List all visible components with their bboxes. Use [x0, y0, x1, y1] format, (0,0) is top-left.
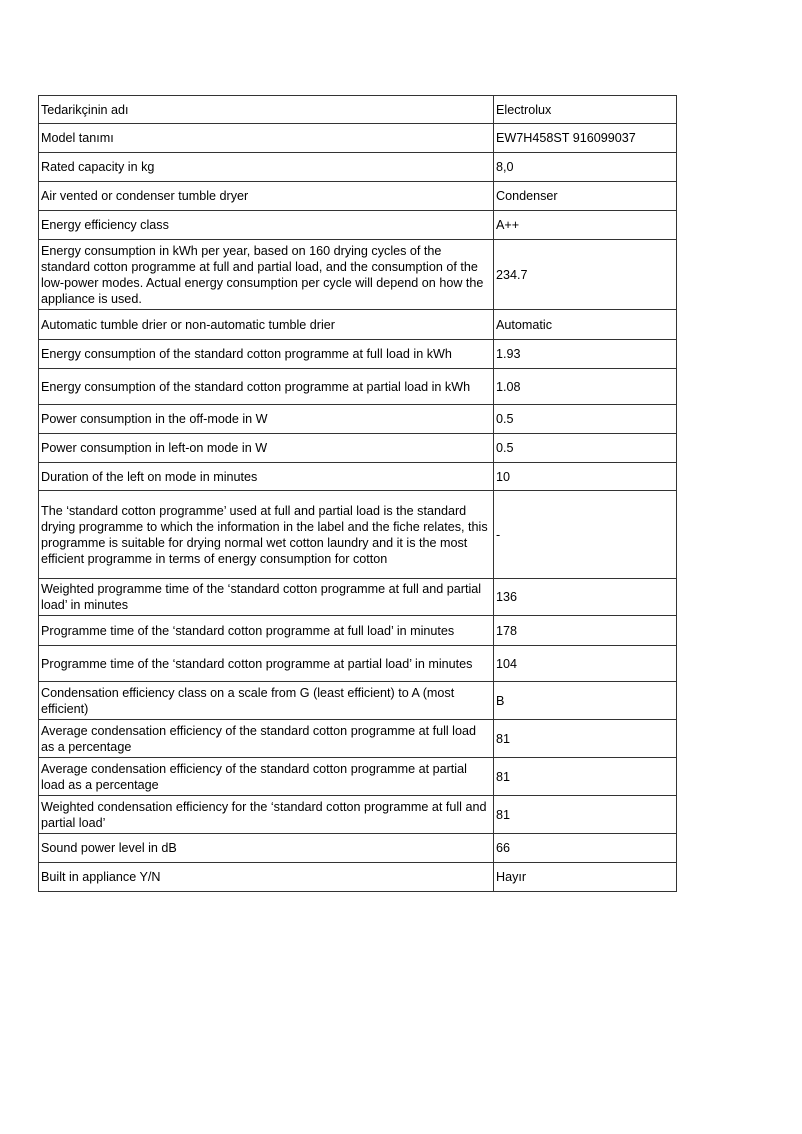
table-row: Weighted programme time of the ‘standard…	[38, 578, 677, 616]
row-value: 81	[493, 795, 677, 834]
row-value: 104	[493, 645, 677, 682]
row-label: Model tanımı	[38, 123, 494, 153]
row-label: Energy consumption in kWh per year, base…	[38, 239, 494, 310]
row-label: Weighted programme time of the ‘standard…	[38, 578, 494, 616]
row-label: Air vented or condenser tumble dryer	[38, 181, 494, 211]
row-label: Average condensation efficiency of the s…	[38, 757, 494, 796]
table-row: Average condensation efficiency of the s…	[38, 719, 677, 758]
row-value: Automatic	[493, 309, 677, 340]
table-row: Energy consumption of the standard cotto…	[38, 339, 677, 369]
table-row: Tedarikçinin adı Electrolux	[38, 95, 677, 124]
row-label: Energy consumption of the standard cotto…	[38, 339, 494, 369]
row-label: Tedarikçinin adı	[38, 95, 494, 124]
row-label: Energy efficiency class	[38, 210, 494, 240]
product-fiche-table: Tedarikçinin adı Electrolux Model tanımı EW…	[38, 95, 677, 892]
table-row: Energy efficiency class A++	[38, 210, 677, 240]
table-row: Power consumption in left-on mode in W 0.…	[38, 433, 677, 463]
table-row: Sound power level in dB 66	[38, 833, 677, 863]
row-label: The ‘standard cotton programme’ used at …	[38, 490, 494, 579]
table-row: Built in appliance Y/N Hayır	[38, 862, 677, 892]
row-label: Power consumption in left-on mode in W	[38, 433, 494, 463]
row-value: -	[493, 490, 677, 579]
row-label: Rated capacity in kg	[38, 152, 494, 182]
table-row: Average condensation efficiency of the s…	[38, 757, 677, 796]
table-row: Automatic tumble drier or non-automatic …	[38, 309, 677, 340]
table-row: Energy consumption of the standard cotto…	[38, 368, 677, 405]
row-value: Hayır	[493, 862, 677, 892]
row-label: Sound power level in dB	[38, 833, 494, 863]
row-label: Built in appliance Y/N	[38, 862, 494, 892]
row-label: Weighted condensation efficiency for the…	[38, 795, 494, 834]
table-row: The ‘standard cotton programme’ used at …	[38, 490, 677, 579]
row-value: 1.93	[493, 339, 677, 369]
row-label: Programme time of the ‘standard cotton p…	[38, 615, 494, 646]
row-label: Energy consumption of the standard cotto…	[38, 368, 494, 405]
row-value: 136	[493, 578, 677, 616]
row-value: Condenser	[493, 181, 677, 211]
row-value: 0.5	[493, 404, 677, 434]
row-value: 10	[493, 462, 677, 491]
row-value: 178	[493, 615, 677, 646]
row-label: Average condensation efficiency of the s…	[38, 719, 494, 758]
row-value: A++	[493, 210, 677, 240]
table-row: Weighted condensation efficiency for the…	[38, 795, 677, 834]
row-value: Electrolux	[493, 95, 677, 124]
row-label: Duration of the left on mode in minutes	[38, 462, 494, 491]
row-value: 81	[493, 757, 677, 796]
row-value: B	[493, 681, 677, 720]
row-label: Condensation efficiency class on a scale…	[38, 681, 494, 720]
table-row: Programme time of the ‘standard cotton p…	[38, 615, 677, 646]
row-value: 8,0	[493, 152, 677, 182]
table-row: Air vented or condenser tumble dryer Cond…	[38, 181, 677, 211]
table-row: Model tanımı EW7H458ST 916099037	[38, 123, 677, 153]
row-value: 234.7	[493, 239, 677, 310]
row-value: 81	[493, 719, 677, 758]
row-label: Automatic tumble drier or non-automatic …	[38, 309, 494, 340]
table-row: Condensation efficiency class on a scale…	[38, 681, 677, 720]
row-label: Programme time of the ‘standard cotton p…	[38, 645, 494, 682]
table-row: Power consumption in the off-mode in W 0.…	[38, 404, 677, 434]
row-value: EW7H458ST 916099037	[493, 123, 677, 153]
table-row: Energy consumption in kWh per year, base…	[38, 239, 677, 310]
row-value: 1.08	[493, 368, 677, 405]
row-value: 0.5	[493, 433, 677, 463]
table-row: Rated capacity in kg 8,0	[38, 152, 677, 182]
row-value: 66	[493, 833, 677, 863]
row-label: Power consumption in the off-mode in W	[38, 404, 494, 434]
table-row: Duration of the left on mode in minutes 1…	[38, 462, 677, 491]
table-row: Programme time of the ‘standard cotton p…	[38, 645, 677, 682]
